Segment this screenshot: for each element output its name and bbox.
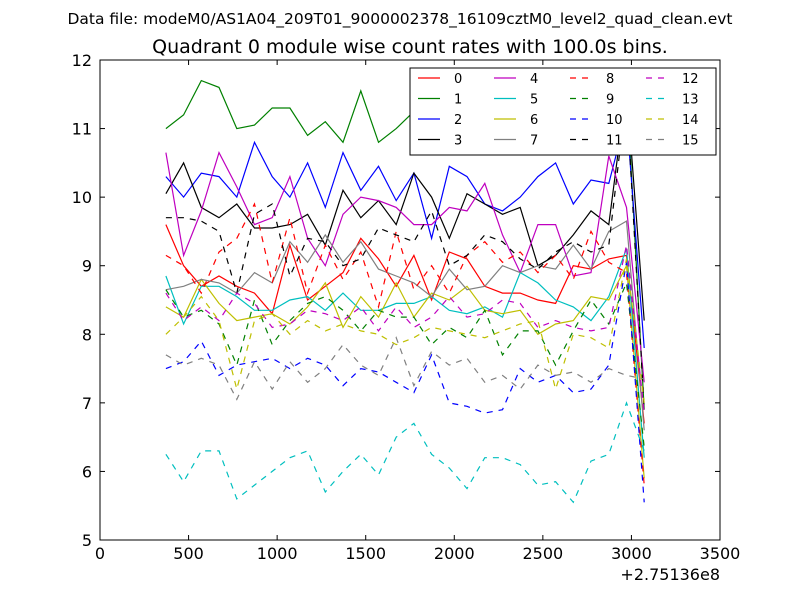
x-offset-label: +2.75136e8 xyxy=(620,565,720,584)
legend-label-5: 5 xyxy=(530,93,538,108)
legend-label-4: 4 xyxy=(530,72,538,87)
x-tick-label: 500 xyxy=(173,544,204,563)
x-tick-label: 3500 xyxy=(700,544,741,563)
series-line-15 xyxy=(165,336,645,401)
y-tick-label: 12 xyxy=(72,51,92,70)
series-line-11 xyxy=(165,94,645,410)
series-line-13 xyxy=(165,401,645,504)
plot-frame xyxy=(99,59,721,541)
legend-label-2: 2 xyxy=(454,113,462,128)
legend-label-13: 13 xyxy=(682,93,699,108)
series-line-12 xyxy=(165,244,645,414)
legend-label-3: 3 xyxy=(454,134,462,149)
series-line-2 xyxy=(165,114,645,349)
legend-label-1: 1 xyxy=(454,93,462,108)
y-tick-label: 9 xyxy=(82,257,92,276)
legend-label-15: 15 xyxy=(682,134,699,149)
series-line-9 xyxy=(165,280,645,448)
y-tick-label: 7 xyxy=(82,394,92,413)
series-line-14 xyxy=(165,258,645,403)
series-line-8 xyxy=(165,202,645,486)
series-line-10 xyxy=(165,262,645,503)
series-layer xyxy=(165,79,645,504)
y-tick-label: 11 xyxy=(72,120,92,139)
legend-label-12: 12 xyxy=(682,72,699,87)
legend-label-9: 9 xyxy=(606,93,614,108)
x-tick-label: 1500 xyxy=(345,544,386,563)
chart-supertitle: Data file: modeM0/AS1A04_209T01_90000023… xyxy=(67,10,732,29)
legend-label-7: 7 xyxy=(530,134,538,149)
y-tick-label: 6 xyxy=(82,462,92,481)
chart-title: Quadrant 0 module wise count rates with … xyxy=(152,36,668,58)
series-line-5 xyxy=(165,248,645,458)
y-tick-label: 8 xyxy=(82,325,92,344)
x-tick-label: 2000 xyxy=(434,544,475,563)
legend-label-6: 6 xyxy=(530,113,538,128)
legend-label-0: 0 xyxy=(454,72,462,87)
x-tick-label: 1000 xyxy=(257,544,298,563)
y-tick-label: 10 xyxy=(72,188,92,207)
x-tick-label: 3000 xyxy=(611,544,652,563)
legend-label-11: 11 xyxy=(606,134,623,149)
series-line-4 xyxy=(165,151,645,383)
legend-label-8: 8 xyxy=(606,72,614,87)
series-line-0 xyxy=(165,224,645,424)
legend-label-10: 10 xyxy=(606,113,623,128)
series-line-3 xyxy=(165,87,645,321)
x-tick-label: 0 xyxy=(95,544,105,563)
series-line-6 xyxy=(165,263,645,479)
series-line-7 xyxy=(165,220,645,431)
legend-label-14: 14 xyxy=(682,113,699,128)
legend-frame xyxy=(409,67,717,156)
y-tick-label: 5 xyxy=(82,531,92,550)
x-tick-label: 2500 xyxy=(522,544,563,563)
